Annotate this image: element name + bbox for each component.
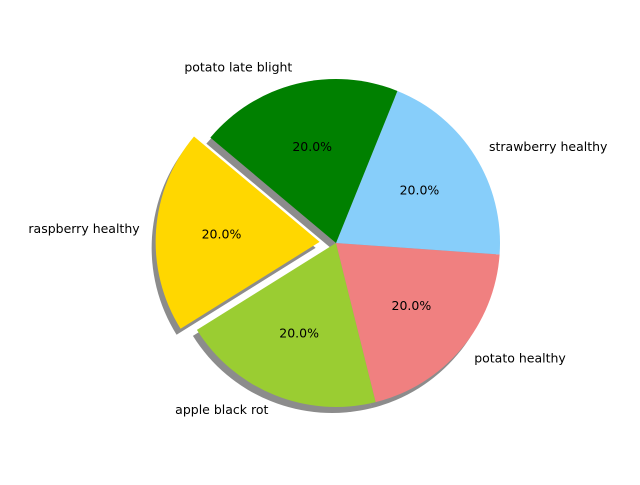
slice-potato-late-blight xyxy=(210,79,398,243)
slice-label-potato-late-blight: potato late blight xyxy=(184,59,292,74)
slice-label-strawberry-healthy: strawberry healthy xyxy=(489,139,608,154)
slice-apple-black-rot xyxy=(196,243,376,407)
label-layer: raspberry healthy 20.0% apple black rot 20.… xyxy=(28,59,608,416)
slice-label-apple-black-rot: apple black rot xyxy=(175,402,268,417)
slice-pct-label-strawberry-healthy: 20.0% xyxy=(400,182,440,197)
slice-pct-label-potato-late-blight: 20.0% xyxy=(292,139,332,154)
slice-pct-label-apple-black-rot: 20.0% xyxy=(279,326,319,341)
slice-strawberry-healthy xyxy=(336,90,500,255)
slice-raspberry-healthy xyxy=(155,136,320,329)
wedge-layer xyxy=(155,79,500,407)
slice-label-potato-healthy: potato healthy xyxy=(474,350,566,365)
slice-pct-label-raspberry-healthy: 20.0% xyxy=(202,226,242,241)
slice-pct-label-potato-healthy: 20.0% xyxy=(392,298,432,313)
slice-label-raspberry-healthy: raspberry healthy xyxy=(28,221,140,236)
slice-potato-healthy xyxy=(336,243,500,403)
